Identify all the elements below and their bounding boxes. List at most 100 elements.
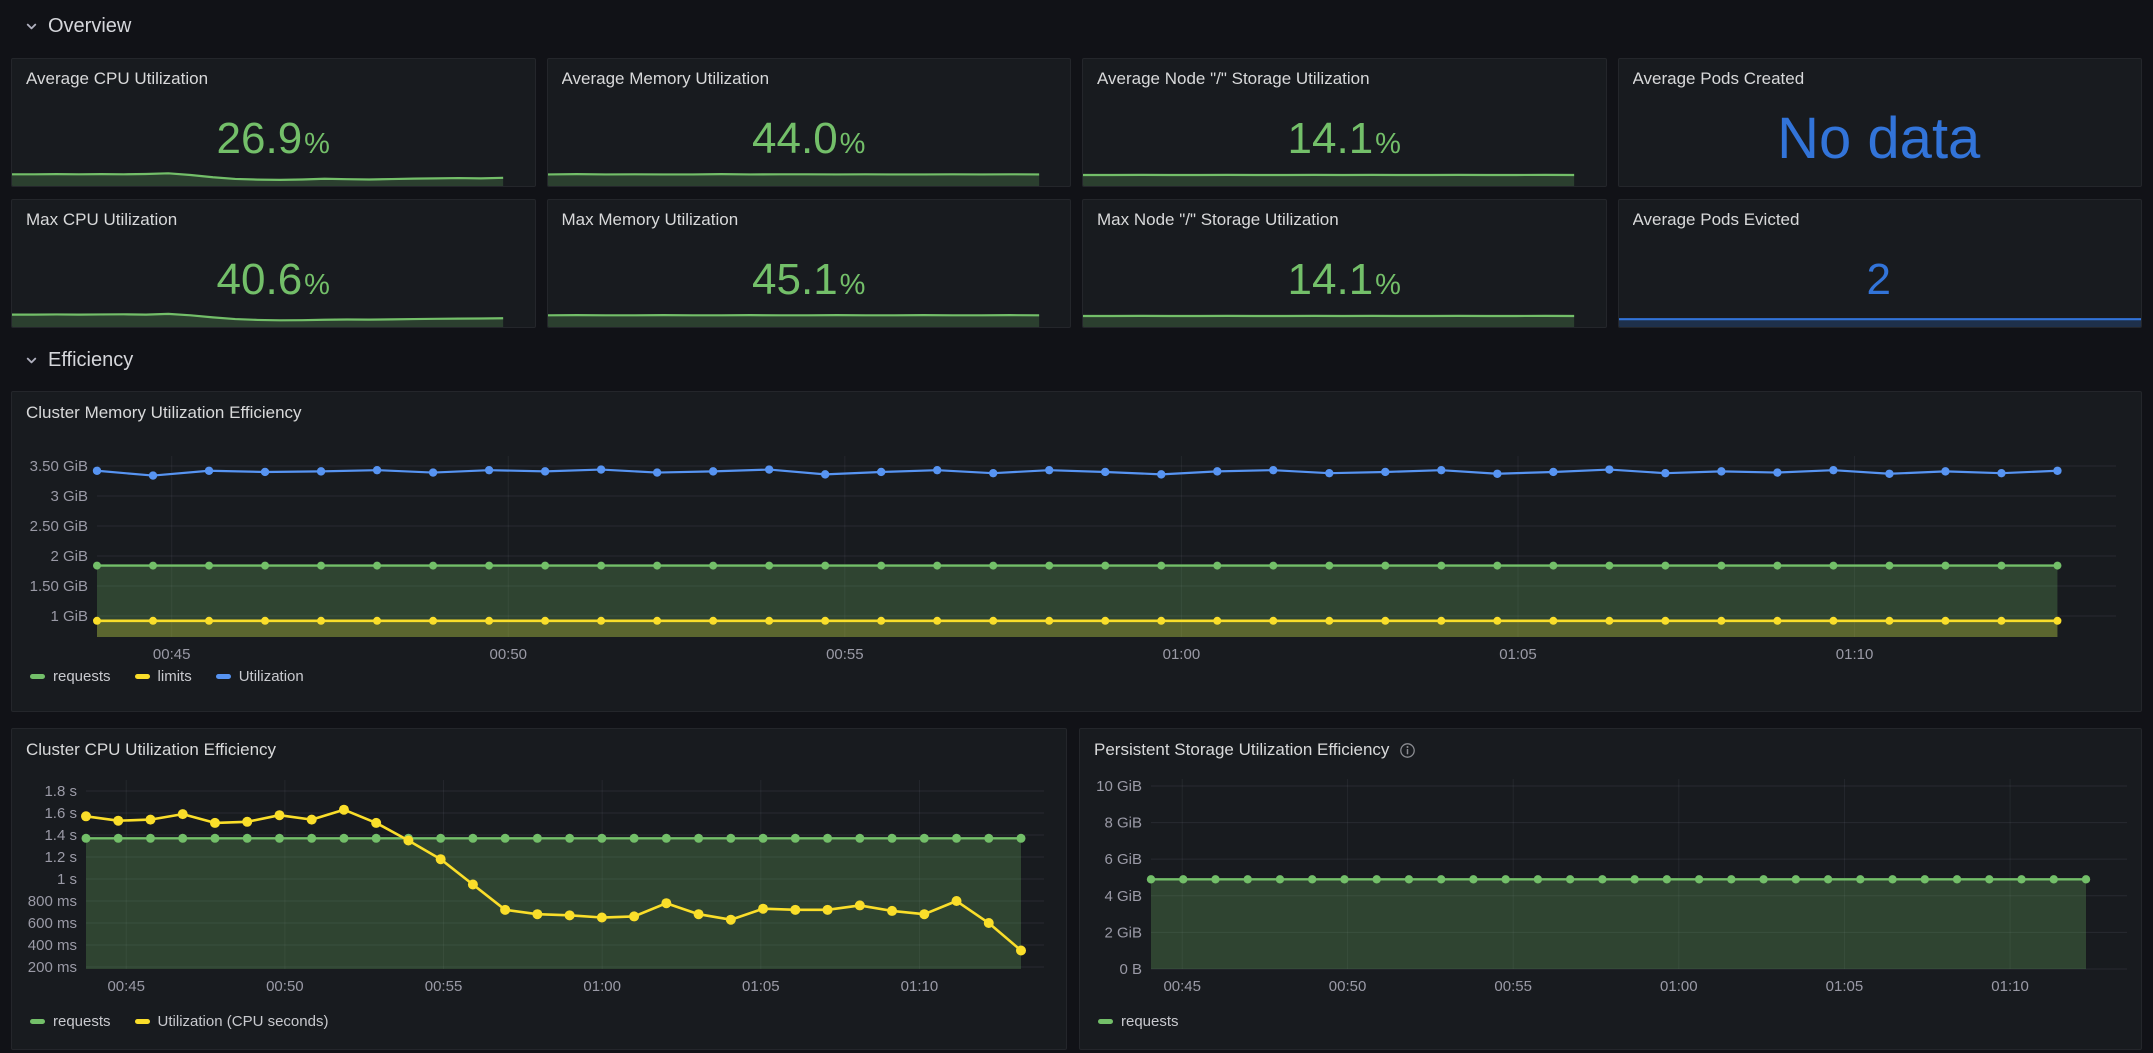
sparkline — [1083, 314, 1575, 327]
svg-text:00:55: 00:55 — [1494, 978, 1532, 995]
svg-text:2 GiB: 2 GiB — [50, 548, 88, 565]
legend-swatch — [30, 674, 45, 679]
stat-value-wrap: No data — [1619, 110, 2142, 168]
stat-value: 14.1 — [1287, 255, 1374, 304]
legend-item[interactable]: limits — [134, 668, 192, 685]
svg-text:4 GiB: 4 GiB — [1104, 888, 1142, 905]
legend-swatch — [1098, 1019, 1113, 1024]
svg-text:0 B: 0 B — [1119, 961, 1142, 978]
svg-text:6 GiB: 6 GiB — [1104, 851, 1142, 868]
info-icon[interactable] — [1399, 742, 1416, 759]
stat-panel-title[interactable]: Max Node "/" Storage Utilization — [1097, 210, 1339, 229]
stat-panel[interactable]: Average Memory Utilization 44.0% — [546, 58, 1071, 187]
stat-value: 45.1 — [752, 255, 838, 304]
sparkline — [1618, 318, 2141, 327]
stat-value-wrap: 14.1% — [1083, 252, 1606, 308]
svg-text:800 ms: 800 ms — [28, 893, 77, 910]
legend-label: limits — [157, 668, 192, 685]
stat-unit: % — [304, 269, 330, 301]
stat-panel[interactable]: Average Pods Evicted 2 — [1617, 199, 2142, 328]
chart-panel-title[interactable]: Persistent Storage Utilization Efficienc… — [1094, 740, 1390, 759]
svg-text:1 s: 1 s — [57, 871, 77, 888]
legend-swatch — [30, 1019, 45, 1024]
stat-value: No data — [1777, 106, 1981, 171]
svg-text:01:10: 01:10 — [1836, 646, 1874, 663]
stat-panel-title[interactable]: Average Pods Created — [1632, 69, 1805, 88]
svg-text:400 ms: 400 ms — [28, 937, 77, 954]
section-header-efficiency[interactable]: Efficiency — [24, 349, 133, 372]
stat-panel-title[interactable]: Average Node "/" Storage Utilization — [1097, 69, 1370, 88]
stat-unit: % — [839, 269, 866, 301]
memory-chart-slot: Cluster Memory Utilization Efficiency 1 … — [11, 391, 2142, 712]
legend-item[interactable]: requests — [30, 668, 111, 685]
sparkline — [547, 314, 1039, 327]
sparkline — [1083, 173, 1575, 186]
stat-value-wrap: 40.6% — [12, 252, 535, 308]
chart-panel: Cluster Memory Utilization Efficiency 1 … — [11, 391, 2142, 712]
svg-text:200 ms: 200 ms — [28, 959, 77, 976]
stat-panel[interactable]: Average Pods Created No data — [1617, 58, 2142, 187]
stat-value: 2 — [1866, 255, 1891, 304]
stat-value: 44.0 — [752, 114, 838, 163]
chart-plot-area[interactable]: 1 GiB 1.50 GiB 2 GiB 2.50 GiB 3 GiB 3.50 GiB 0… — [12, 392, 2141, 711]
stat-panel-title[interactable]: Max Memory Utilization — [561, 210, 739, 229]
svg-text:3.50 GiB: 3.50 GiB — [30, 458, 88, 475]
legend-label: Utilization — [238, 668, 304, 685]
svg-text:1 GiB: 1 GiB — [50, 608, 88, 625]
legend-swatch — [134, 1019, 150, 1024]
chevron-down-icon — [26, 357, 37, 364]
svg-text:2.50 GiB: 2.50 GiB — [30, 518, 88, 535]
chart-plot-area[interactable]: 0 B 2 GiB 4 GiB 6 GiB 8 GiB 10 GiB 00:45 00:50 0… — [1080, 729, 2141, 1049]
chart-panel-title[interactable]: Cluster Memory Utilization Efficiency — [26, 403, 302, 422]
stat-value-wrap: 14.1% — [1083, 111, 1606, 167]
svg-text:01:10: 01:10 — [1991, 978, 2029, 995]
svg-text:00:50: 00:50 — [1329, 978, 1367, 995]
svg-text:00:55: 00:55 — [425, 978, 463, 995]
legend-swatch — [134, 674, 150, 679]
stat-value-wrap: 26.9% — [12, 111, 535, 167]
svg-text:00:50: 00:50 — [266, 978, 304, 995]
section-header-overview[interactable]: Overview — [24, 15, 131, 38]
svg-text:3 GiB: 3 GiB — [50, 488, 88, 505]
section-title-overview: Overview — [48, 15, 132, 37]
legend-item[interactable]: Utilization (CPU seconds) — [134, 1013, 329, 1030]
legend-item[interactable]: Utilization — [215, 668, 304, 685]
stat-value-wrap: 45.1% — [548, 252, 1071, 308]
stat-panel-title[interactable]: Average Memory Utilization — [561, 69, 770, 88]
svg-text:00:45: 00:45 — [1163, 978, 1201, 995]
chart-plot-area[interactable]: 200 ms 400 ms 600 ms 800 ms 1 s 1.2 s 1.4 s 1.6… — [12, 729, 1066, 1049]
legend-label: requests — [1121, 1013, 1179, 1030]
stat-unit: % — [1375, 128, 1401, 160]
svg-text:600 ms: 600 ms — [28, 915, 77, 932]
stat-panel[interactable]: Average Node "/" Storage Utilization 14.… — [1082, 58, 1607, 187]
stat-panel[interactable]: Average CPU Utilization 26.9% — [11, 58, 536, 187]
svg-text:8 GiB: 8 GiB — [1104, 815, 1142, 832]
stat-panel-title[interactable]: Average Pods Evicted — [1632, 210, 1800, 229]
svg-text:1.50 GiB: 1.50 GiB — [30, 578, 88, 595]
bottom-charts-slot: Cluster CPU Utilization Efficiency 200 m… — [11, 728, 2142, 1050]
sparkline — [547, 173, 1039, 186]
sparkline — [12, 172, 504, 186]
stat-value-wrap: 2 — [1619, 252, 2142, 308]
stat-panel-title[interactable]: Max CPU Utilization — [26, 210, 178, 229]
stat-unit: % — [839, 128, 866, 160]
chart-panel-title[interactable]: Cluster CPU Utilization Efficiency — [26, 740, 277, 759]
overview-stat-grid: Average CPU Utilization 26.9% Average Me… — [11, 58, 2142, 328]
stat-unit: % — [1375, 269, 1401, 301]
legend-swatch — [215, 674, 231, 679]
chart-legend: requests — [1098, 1013, 1179, 1030]
stat-panel[interactable]: Max CPU Utilization 40.6% — [11, 199, 536, 328]
svg-text:00:55: 00:55 — [826, 646, 864, 663]
stat-panel-title[interactable]: Average CPU Utilization — [26, 69, 209, 88]
stat-panel[interactable]: Max Memory Utilization 45.1% — [546, 199, 1071, 328]
svg-text:00:45: 00:45 — [107, 978, 145, 995]
chart-legend: requests limits Utilization — [30, 668, 304, 685]
legend-label: Utilization (CPU seconds) — [157, 1013, 329, 1030]
section-title-efficiency: Efficiency — [48, 349, 134, 371]
stat-panel[interactable]: Max Node "/" Storage Utilization 14.1% — [1082, 199, 1607, 328]
svg-text:01:05: 01:05 — [1499, 646, 1537, 663]
legend-item[interactable]: requests — [30, 1013, 111, 1030]
svg-text:1.4 s: 1.4 s — [44, 827, 77, 844]
legend-item[interactable]: requests — [1098, 1013, 1179, 1030]
